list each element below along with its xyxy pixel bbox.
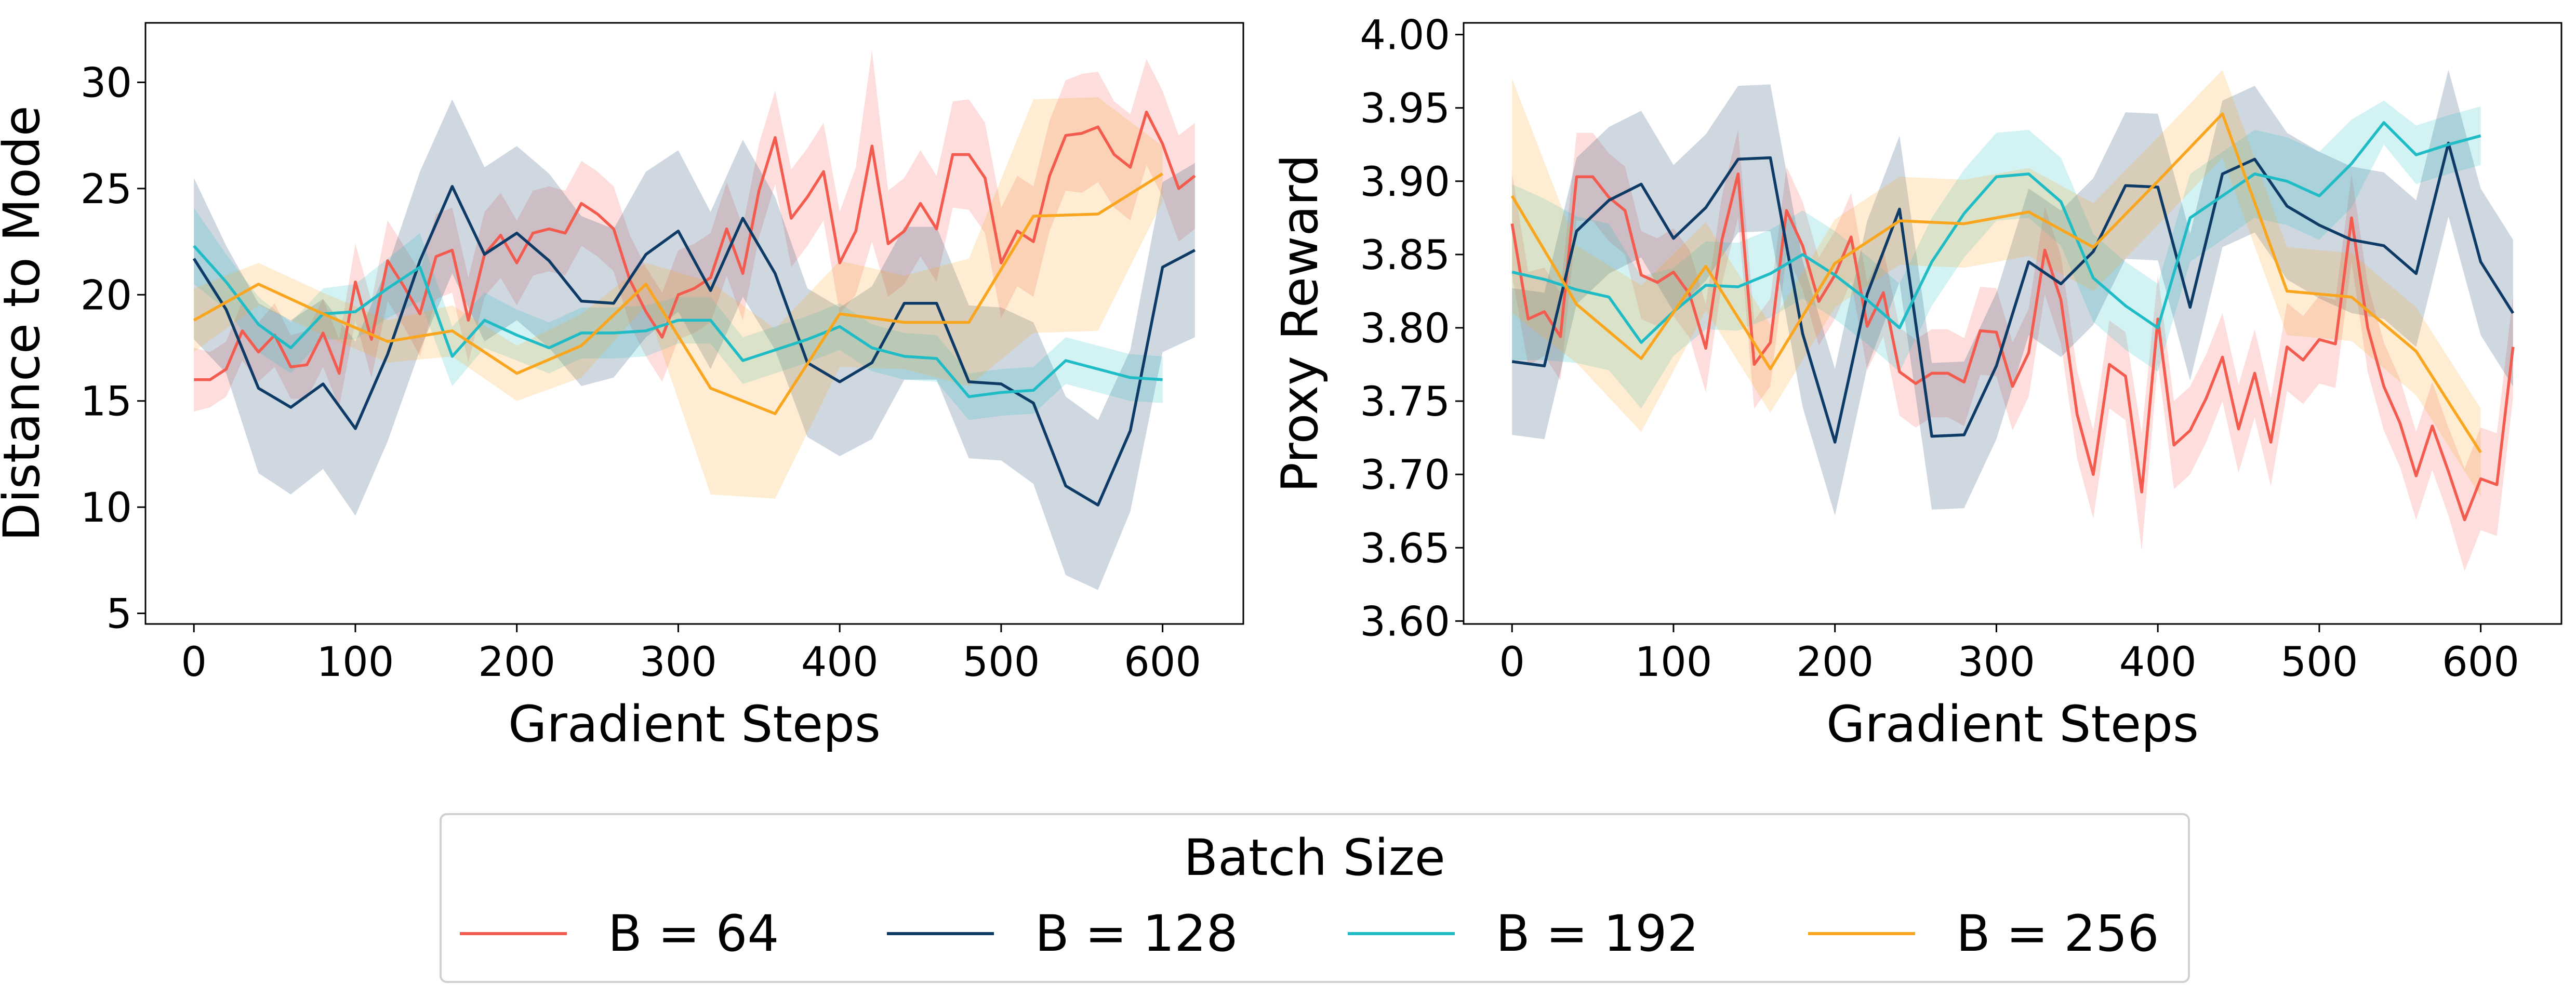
y-tick-label: 3.80 xyxy=(1360,305,1450,352)
confidence-band-series-3 xyxy=(194,207,1163,420)
legend-label-1: B = 64 xyxy=(608,905,779,963)
confidence-band-series-2 xyxy=(1512,70,2513,516)
y-axis-title: Proxy Reward xyxy=(1271,154,1329,493)
x-tick-label: 100 xyxy=(1635,639,1712,686)
y-axis-title: Distance to Mode xyxy=(0,105,51,541)
x-tick-label: 600 xyxy=(1124,639,1201,686)
legend: Batch Size B = 64 B = 128 B = 192 B = 256 xyxy=(440,813,2190,983)
x-tick-label: 600 xyxy=(2442,639,2519,686)
y-tick-label: 5 xyxy=(106,591,132,638)
x-tick-label: 300 xyxy=(640,639,717,686)
x-axis-title: Gradient Steps xyxy=(1826,695,2199,753)
legend-box xyxy=(440,813,2190,983)
x-tick-label: 0 xyxy=(1499,639,1525,686)
line-series-2 xyxy=(1511,141,2515,444)
confidence-band-series-1 xyxy=(1512,130,2513,571)
plot-frame xyxy=(1463,22,2562,625)
legend-label-2: B = 128 xyxy=(1035,905,1238,963)
y-tick-label: 30 xyxy=(81,60,132,107)
y-tick-label: 20 xyxy=(81,272,132,319)
y-tick-label: 3.95 xyxy=(1360,86,1450,132)
line-series-3 xyxy=(193,245,1163,398)
confidence-band-series-2 xyxy=(194,99,1195,590)
legend-label-4: B = 256 xyxy=(1956,905,2159,963)
x-tick-label: 100 xyxy=(317,639,394,686)
legend-title: Batch Size xyxy=(1184,829,1445,887)
y-tick-label: 3.70 xyxy=(1360,452,1450,499)
confidence-band-series-1 xyxy=(194,50,1195,412)
line-series-4 xyxy=(1510,112,2482,454)
y-tick-label: 3.90 xyxy=(1360,159,1450,206)
plot-area xyxy=(1510,70,2515,571)
x-tick-label: 300 xyxy=(1958,639,2035,686)
line-series-4 xyxy=(193,172,1164,416)
y-tick-label: 3.85 xyxy=(1360,232,1450,279)
line-series-1 xyxy=(194,110,1196,381)
y-tick-label: 3.75 xyxy=(1360,379,1450,426)
confidence-band-series-3 xyxy=(1512,100,2481,409)
y-tick-label: 3.60 xyxy=(1360,599,1450,645)
x-axis-title: Gradient Steps xyxy=(508,695,881,753)
x-tick-label: 500 xyxy=(2280,639,2358,686)
y-tick-label: 10 xyxy=(81,485,132,531)
plot-area xyxy=(192,50,1196,590)
x-tick-label: 200 xyxy=(1796,639,1874,686)
x-tick-label: 400 xyxy=(2119,639,2197,686)
x-tick-label: 500 xyxy=(962,639,1040,686)
x-tick-label: 0 xyxy=(181,639,207,686)
y-tick-label: 4.00 xyxy=(1360,12,1450,59)
chart-panel-1: 0 100 200 300 400 500 600 5 10 15 20 25 30 Gradient S… xyxy=(0,22,1244,753)
confidence-band-series-4 xyxy=(1512,70,2481,497)
y-tick-label: 25 xyxy=(81,166,132,213)
chart-panel-2: 0 100 200 300 400 500 600 3.60 3.65 3.70 3.75 3.80 3… xyxy=(1271,12,2562,753)
y-tick-label: 3.65 xyxy=(1360,525,1450,572)
plot-frame xyxy=(144,22,1244,625)
line-series-1 xyxy=(1510,172,2515,522)
y-tick-label: 15 xyxy=(81,379,132,426)
legend-label-3: B = 192 xyxy=(1496,905,1699,963)
line-series-2 xyxy=(192,185,1196,507)
x-tick-label: 400 xyxy=(801,639,879,686)
x-tick-label: 200 xyxy=(478,639,555,686)
